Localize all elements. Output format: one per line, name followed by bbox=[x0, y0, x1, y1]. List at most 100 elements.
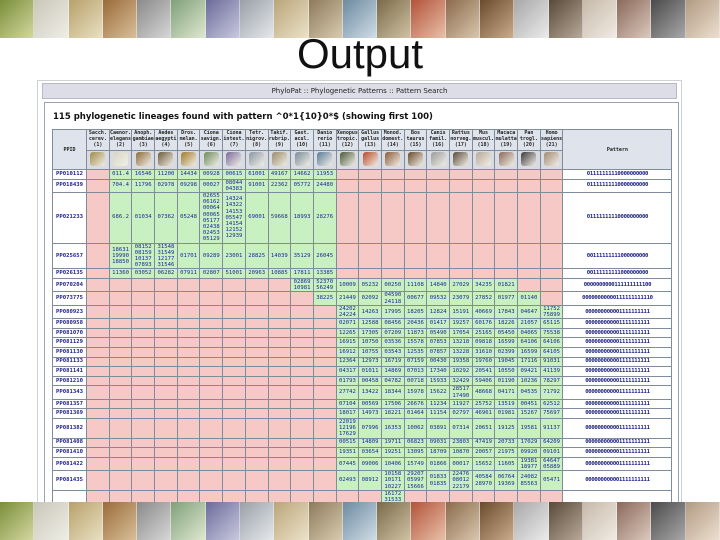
gene-id-cell[interactable]: 09031 bbox=[426, 437, 450, 449]
gene-id-cell[interactable]: 17054 bbox=[449, 327, 473, 339]
gene-id-cell[interactable]: 15749 bbox=[403, 456, 428, 472]
gene-id-cell[interactable]: 18017 bbox=[335, 408, 360, 419]
gene-id-cell[interactable]: 07857 bbox=[426, 347, 450, 358]
gene-id-cell[interactable]: 09920 bbox=[517, 447, 541, 458]
gene-id-cell[interactable]: 16599 bbox=[517, 347, 541, 358]
gene-id-cell[interactable]: 04171 bbox=[494, 385, 519, 400]
gene-id-cell[interactable]: 15191 bbox=[449, 304, 473, 320]
gene-id-cell[interactable]: 18344 bbox=[380, 385, 405, 400]
gene-id-cell[interactable]: 07013 bbox=[403, 366, 428, 377]
ppid-link[interactable]: PP081133 bbox=[52, 356, 87, 368]
gene-id-cell[interactable]: 40584 28970 bbox=[471, 470, 496, 491]
gene-id-cell[interactable]: 14840 bbox=[426, 278, 450, 293]
gene-id-cell[interactable]: 41139 bbox=[539, 366, 564, 377]
gene-id-cell[interactable]: 14662 bbox=[290, 169, 314, 180]
gene-id-cell[interactable]: 20436 bbox=[403, 318, 428, 329]
gene-id-cell[interactable]: 17843 bbox=[494, 304, 519, 320]
gene-id-cell[interactable]: 18205 bbox=[403, 304, 428, 320]
gene-id-cell[interactable]: 46961 bbox=[471, 408, 496, 419]
gene-id-cell[interactable]: 06823 bbox=[403, 437, 428, 449]
gene-id-cell[interactable]: 01833 01835 bbox=[426, 470, 450, 491]
ppid-link[interactable]: PP010112 bbox=[52, 169, 87, 180]
gene-id-cell[interactable]: 12588 bbox=[358, 318, 382, 329]
gene-id-cell[interactable]: 65115 bbox=[539, 318, 564, 329]
ppid-link[interactable]: PP070204 bbox=[52, 278, 87, 293]
gene-id-cell[interactable]: 01701 bbox=[176, 242, 201, 270]
ppid-link[interactable]: PP021233 bbox=[52, 192, 87, 244]
gene-id-cell[interactable]: 49167 bbox=[267, 169, 292, 180]
gene-id-cell[interactable]: 00615 bbox=[222, 169, 246, 180]
gene-id-cell[interactable]: 91001 bbox=[244, 178, 269, 194]
gene-id-cell[interactable]: 00451 bbox=[517, 398, 541, 410]
gene-id-cell[interactable]: 08456 bbox=[380, 318, 405, 329]
gene-id-cell[interactable]: 11108 bbox=[403, 278, 428, 293]
gene-id-cell[interactable]: 05490 bbox=[426, 327, 450, 339]
gene-id-cell[interactable]: 10870 bbox=[449, 447, 473, 458]
gene-id-cell[interactable]: 10158 10171 10227 bbox=[380, 470, 405, 491]
gene-id-cell[interactable]: 24082 85563 bbox=[517, 470, 541, 491]
gene-id-cell[interactable]: 07209 bbox=[380, 327, 405, 339]
gene-id-cell[interactable]: 59406 bbox=[471, 375, 496, 387]
gene-id-cell[interactable]: 17116 bbox=[517, 356, 541, 368]
gene-id-cell[interactable]: 34235 bbox=[471, 278, 496, 293]
gene-id-cell[interactable]: 06764 19369 bbox=[494, 470, 519, 491]
gene-id-cell[interactable]: 686.2 bbox=[108, 192, 133, 244]
gene-id-cell[interactable]: 18631 19990 18850 bbox=[108, 242, 133, 270]
gene-id-cell[interactable]: 17506 bbox=[380, 398, 405, 410]
gene-id-cell[interactable]: 21449 bbox=[335, 291, 360, 306]
gene-id-cell[interactable]: 16719 bbox=[380, 356, 405, 368]
gene-id-cell[interactable]: 17305 bbox=[358, 327, 382, 339]
gene-id-cell[interactable]: 64106 bbox=[517, 337, 541, 349]
gene-id-cell[interactable]: 15933 bbox=[426, 375, 450, 387]
gene-id-cell[interactable]: 13519 bbox=[494, 398, 519, 410]
gene-id-cell[interactable]: 11873 bbox=[403, 327, 428, 339]
gene-id-cell[interactable]: 91137 bbox=[539, 418, 564, 439]
gene-id-cell[interactable]: 28517 17490 bbox=[449, 385, 473, 400]
gene-id-cell[interactable]: 04590 24118 bbox=[380, 291, 405, 306]
gene-id-cell[interactable]: 14434 bbox=[176, 169, 201, 180]
gene-id-cell[interactable]: 16599 bbox=[494, 337, 519, 349]
gene-id-cell[interactable]: 20963 bbox=[244, 268, 269, 280]
gene-id-cell[interactable]: 15622 bbox=[426, 385, 450, 400]
gene-id-cell[interactable]: 03052 bbox=[131, 268, 156, 280]
ppid-link[interactable]: PP080958 bbox=[52, 318, 87, 329]
ppid-link[interactable]: PP081130 bbox=[52, 347, 87, 358]
gene-id-cell[interactable]: 00027 bbox=[199, 178, 224, 194]
gene-id-cell[interactable]: 10009 bbox=[335, 278, 360, 293]
gene-id-cell[interactable]: 91031 bbox=[539, 356, 564, 368]
ppid-link[interactable]: PP081369 bbox=[52, 408, 87, 419]
gene-id-cell[interactable]: 09289 bbox=[199, 242, 224, 270]
gene-id-cell[interactable]: 69001 bbox=[244, 192, 269, 244]
gene-id-cell[interactable]: 15978 bbox=[403, 385, 428, 400]
gene-id-cell[interactable]: 04065 bbox=[517, 327, 541, 339]
gene-id-cell[interactable]: 12973 bbox=[358, 356, 382, 368]
gene-id-cell[interactable]: 12824 bbox=[426, 304, 450, 320]
gene-id-cell[interactable]: 01866 bbox=[426, 456, 450, 472]
gene-id-cell[interactable]: 00569 bbox=[358, 398, 382, 410]
gene-id-cell[interactable]: 09421 bbox=[517, 366, 541, 377]
gene-id-cell[interactable]: 18709 bbox=[426, 447, 450, 458]
ppid-link[interactable]: PP081410 bbox=[52, 447, 87, 458]
ppid-link[interactable]: PP025657 bbox=[52, 242, 87, 270]
gene-id-cell[interactable]: 11360 bbox=[108, 268, 133, 280]
gene-id-cell[interactable]: 18221 bbox=[380, 408, 405, 419]
gene-id-cell[interactable]: 20057 bbox=[471, 447, 496, 458]
gene-id-cell[interactable]: 16546 bbox=[131, 169, 156, 180]
gene-id-cell[interactable]: 29207 05997 15666 bbox=[403, 470, 428, 491]
gene-id-cell[interactable]: 18993 bbox=[290, 192, 314, 244]
gene-id-cell[interactable]: 09532 bbox=[426, 291, 450, 306]
gene-id-cell[interactable]: 19125 bbox=[494, 418, 519, 439]
gene-id-cell[interactable]: 02655 06162 00064 00065 05177 02438 0245… bbox=[199, 192, 224, 244]
gene-id-cell[interactable]: 18226 bbox=[494, 318, 519, 329]
gene-id-cell[interactable]: 04535 bbox=[517, 385, 541, 400]
gene-id-cell[interactable]: 01821 bbox=[494, 278, 519, 293]
gene-id-cell[interactable]: 59668 bbox=[267, 192, 292, 244]
gene-id-cell[interactable]: 19358 bbox=[449, 356, 473, 368]
gene-id-cell[interactable]: 21975 bbox=[494, 447, 519, 458]
gene-id-cell[interactable]: 11953 bbox=[312, 169, 337, 180]
gene-id-cell[interactable]: 07159 bbox=[403, 356, 428, 368]
gene-id-cell[interactable]: 64209 bbox=[539, 437, 564, 449]
gene-id-cell[interactable]: 00677 bbox=[403, 291, 428, 306]
gene-id-cell[interactable]: 05471 bbox=[539, 470, 564, 491]
gene-id-cell[interactable]: 32429 bbox=[449, 375, 473, 387]
